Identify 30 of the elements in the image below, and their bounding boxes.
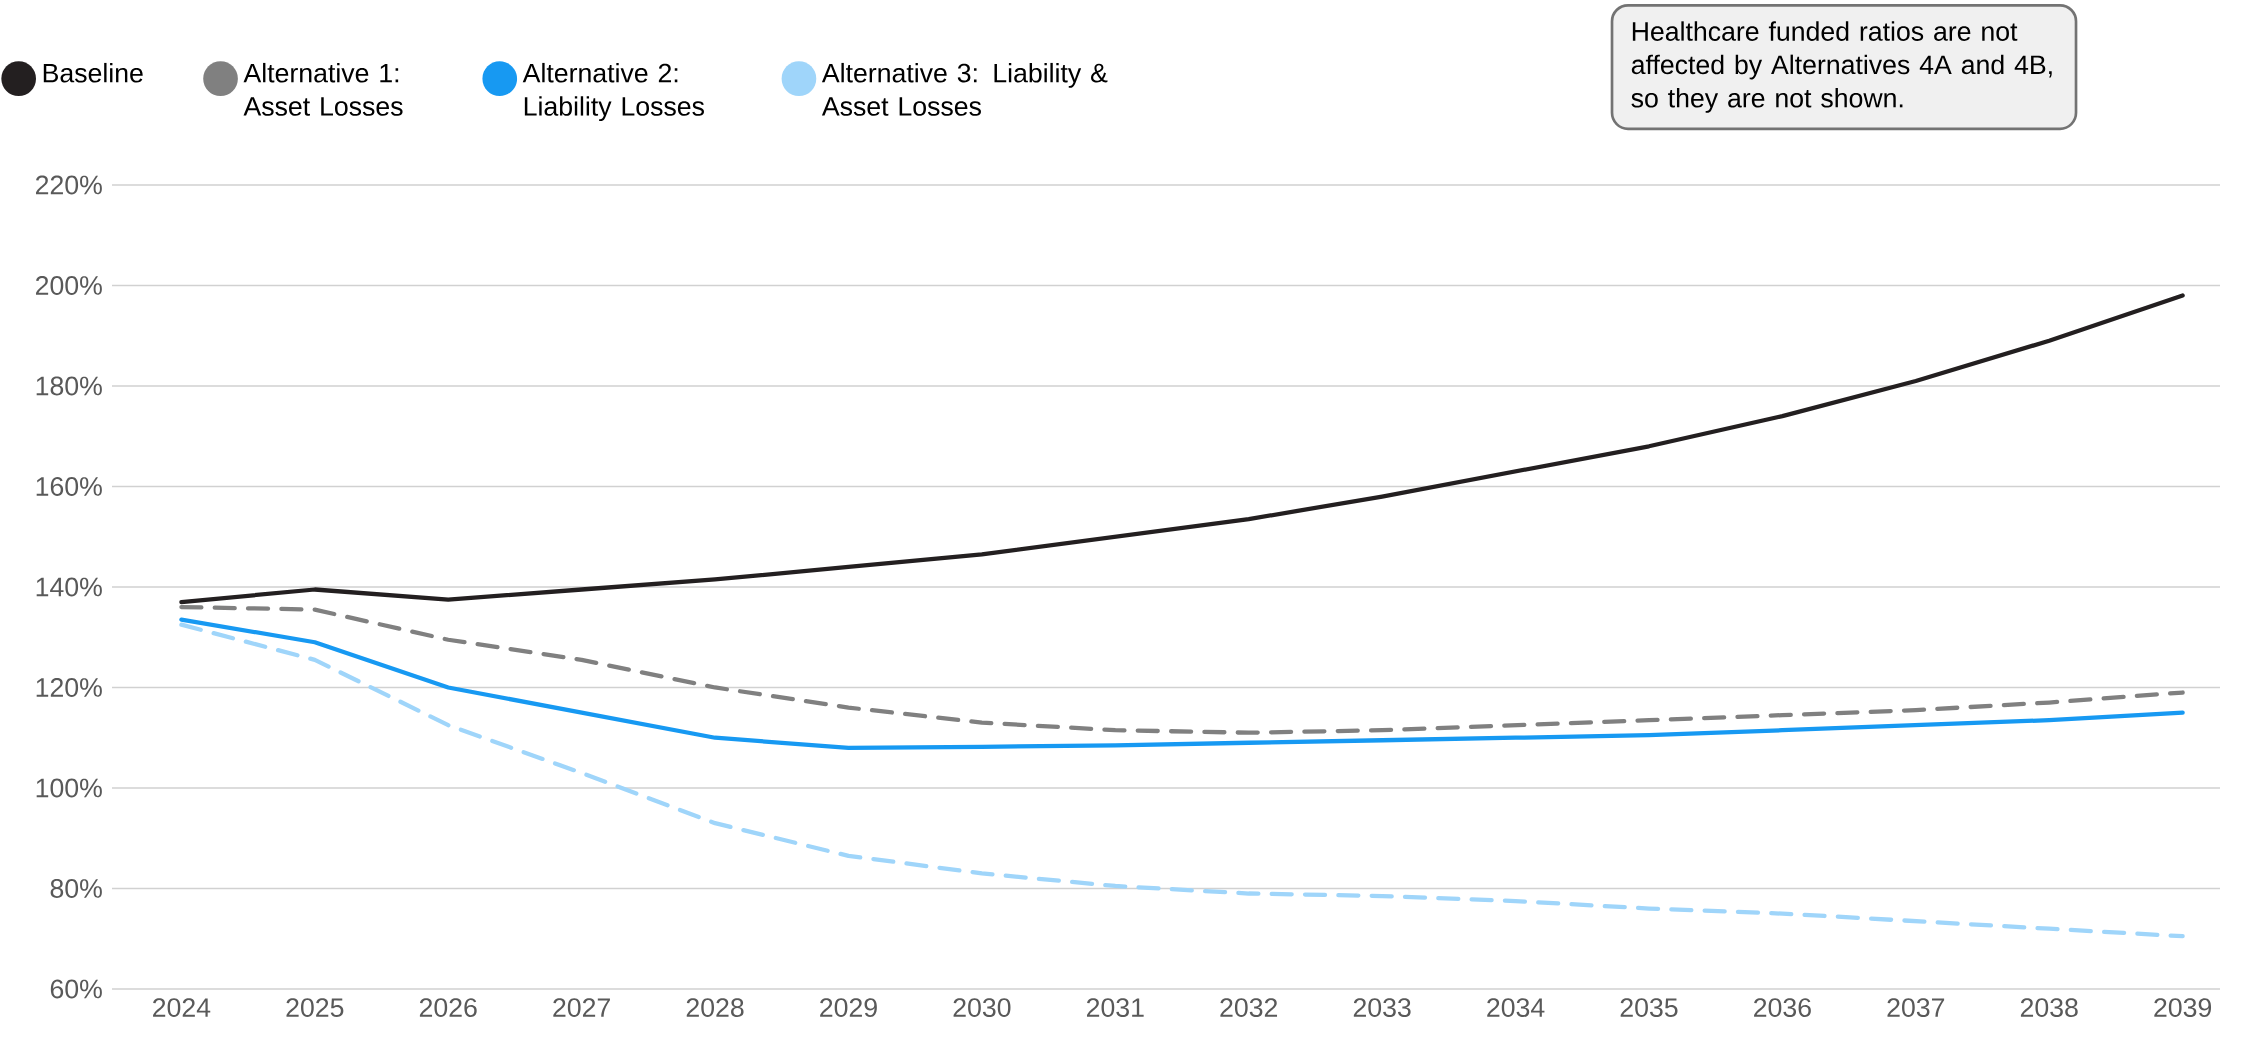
x-tick-label: 2028 — [686, 998, 744, 1018]
x-tick-label: 2029 — [820, 998, 877, 1018]
legend-label: Alternative 1: Asset Losses — [243, 62, 403, 116]
y-tick-label: 140% — [36, 577, 102, 597]
legend-label: Alternative 3: Liability & Asset Losses — [821, 62, 1108, 116]
y-tick-label: 80% — [50, 879, 102, 898]
x-tick-label: 2031 — [1086, 998, 1144, 1018]
y-tick-label: 180% — [36, 376, 102, 396]
x-tick-label: 2030 — [953, 998, 1011, 1018]
y-tick-label: 120% — [36, 678, 102, 697]
x-tick-label: 2035 — [1620, 998, 1678, 1018]
y-tick-label: 220% — [35, 175, 102, 195]
x-tick-label: 2032 — [1220, 998, 1278, 1018]
x-tick-label: 2036 — [1754, 998, 1811, 1018]
y-tick-label: 60% — [50, 979, 102, 999]
x-tick-label: 2027 — [553, 998, 610, 1018]
legend-label: Alternative 2: Liability Losses — [522, 62, 704, 122]
x-tick-label: 2037 — [1887, 998, 1945, 1018]
x-tick-label: 2038 — [2020, 998, 2078, 1018]
x-tick-label: 2034 — [1487, 998, 1545, 1018]
x-tick-label: 2024 — [153, 998, 211, 1018]
x-tick-label: 2039 — [2154, 998, 2212, 1018]
y-tick-label: 160% — [36, 477, 102, 496]
text: Healthcare funded ratios are not affected by Alternatives 4A and 4B, so they are not shown. — [1631, 21, 2052, 113]
x-tick-label: 2033 — [1353, 998, 1411, 1018]
y-tick-label: 200% — [35, 276, 102, 295]
x-tick-label: 2025 — [286, 998, 344, 1018]
x-tick-label: 2026 — [419, 998, 477, 1018]
y-tick-label: 100% — [36, 778, 102, 798]
legend-label: Baseline — [43, 62, 143, 83]
